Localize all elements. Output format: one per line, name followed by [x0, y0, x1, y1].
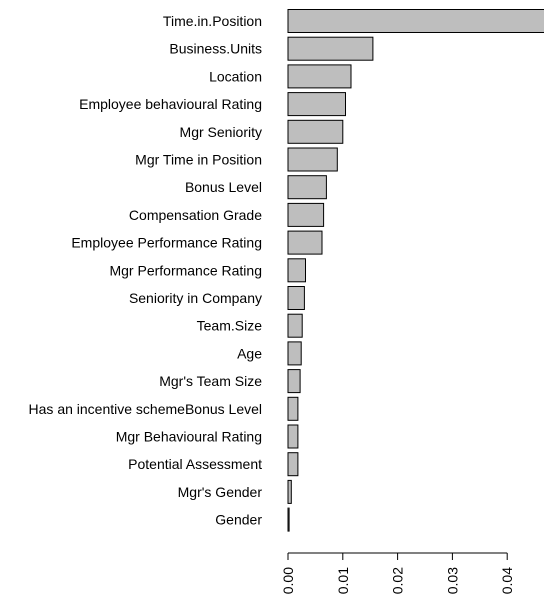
bar: [287, 369, 301, 394]
bar: [287, 64, 352, 89]
category-label: Compensation Grade: [129, 207, 262, 223]
bar: [287, 258, 306, 283]
category-label: Business.Units: [169, 41, 262, 57]
category-label: Mgr Time in Position: [135, 152, 262, 168]
category-label: Mgr Seniority: [180, 124, 262, 140]
category-label: Location: [209, 68, 262, 84]
category-label: Has an incentive schemeBonus Level: [29, 401, 262, 417]
bar: [287, 286, 305, 310]
category-label: Mgr Behavioural Rating: [116, 429, 262, 445]
category-label: Employee Performance Rating: [71, 235, 262, 251]
bar: [287, 92, 346, 117]
bar: [287, 175, 327, 200]
bar: [287, 313, 303, 338]
bar: [287, 452, 299, 477]
bar: [287, 507, 290, 532]
bar: [287, 9, 544, 33]
category-label: Seniority in Company: [129, 290, 262, 306]
category-label: Mgr's Team Size: [159, 373, 262, 389]
bar: [287, 230, 323, 255]
category-label: Bonus Level: [185, 179, 262, 195]
x-tick-label: 0.00: [280, 567, 296, 594]
category-labels: Time.in.Position Business.Units Location Em…: [29, 13, 263, 528]
bar: [287, 202, 325, 227]
category-label: Age: [237, 345, 262, 361]
bars-group: [287, 9, 544, 532]
bar: [287, 341, 302, 366]
category-label: Employee behavioural Rating: [79, 96, 262, 112]
category-label: Gender: [215, 512, 262, 528]
category-label: Mgr's Gender: [178, 484, 263, 500]
bar: [287, 119, 344, 144]
bar: [287, 36, 374, 61]
category-label: Time.in.Position: [163, 13, 262, 29]
bar: [287, 479, 292, 504]
category-label: Mgr Performance Rating: [109, 262, 262, 278]
bar: [287, 147, 338, 172]
x-tick-label: 0.03: [444, 567, 460, 594]
x-tick-label: 0.01: [335, 567, 351, 594]
x-tick-label: 0.04: [499, 567, 515, 594]
bar: [287, 424, 299, 449]
x-axis: 0.00 0.01 0.02 0.03 0.04: [280, 552, 515, 594]
category-label: Potential Assessment: [128, 456, 262, 472]
category-label: Team.Size: [197, 318, 263, 334]
bar: [287, 396, 299, 421]
x-tick-label: 0.02: [390, 567, 406, 594]
